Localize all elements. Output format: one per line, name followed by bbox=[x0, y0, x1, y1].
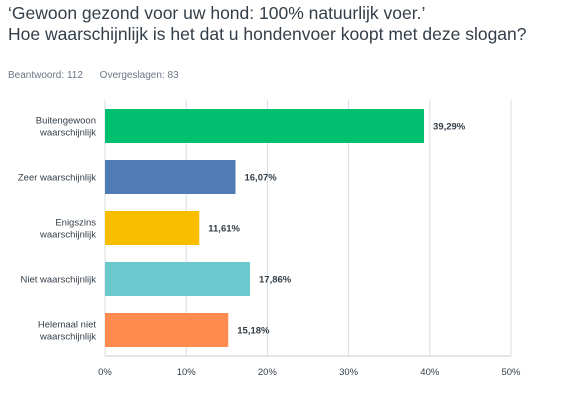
value-label-2: 11,61% bbox=[208, 224, 240, 235]
x-tick-label-4: 40% bbox=[420, 367, 440, 378]
bar-1[interactable] bbox=[105, 160, 236, 194]
x-tick-label-2: 20% bbox=[258, 367, 278, 378]
bar-2[interactable] bbox=[105, 211, 200, 245]
question-text: Hoe waarschijnlijk is het dat u hondenvo… bbox=[8, 24, 527, 44]
x-tick-label-3: 30% bbox=[339, 367, 359, 378]
question-title: ‘Gewoon gezond voor uw hond: 100% natuur… bbox=[8, 3, 558, 45]
answered-label: Beantwoord: bbox=[8, 70, 65, 81]
x-tick-label-5: 50% bbox=[501, 367, 521, 378]
category-label-2-line-0: Enigszins bbox=[55, 218, 96, 229]
value-label-3: 17,86% bbox=[259, 275, 292, 286]
category-label-2: Enigszins waarschijnlijk bbox=[39, 218, 96, 241]
category-label-4-line-1: waarschijnlijk bbox=[39, 332, 96, 343]
value-label-1: 16,07% bbox=[244, 173, 277, 184]
answered-stat: Beantwoord: 112 bbox=[8, 70, 86, 81]
value-label-4: 15,18% bbox=[237, 326, 270, 337]
bar-4[interactable] bbox=[105, 313, 229, 347]
category-label-0-line-1: waarschijnlijk bbox=[39, 128, 96, 139]
category-label-3-line-0: Niet waarschijnlijk bbox=[21, 275, 97, 286]
category-label-4-line-0: Helemaal niet bbox=[38, 320, 96, 331]
bar-3[interactable] bbox=[105, 262, 251, 296]
category-label-2-line-1: waarschijnlijk bbox=[39, 230, 96, 241]
response-stats: Beantwoord: 112 Overgeslagen: 83 bbox=[8, 70, 193, 81]
category-label-1-line-0: Zeer waarschijnlijk bbox=[18, 173, 96, 184]
question-slogan: ‘Gewoon gezond voor uw hond: 100% natuur… bbox=[8, 3, 426, 23]
x-tick-label-1: 10% bbox=[177, 367, 197, 378]
answered-value: 112 bbox=[66, 70, 83, 81]
skipped-value: 83 bbox=[167, 70, 179, 81]
bar-0[interactable] bbox=[105, 109, 425, 143]
x-tick-label-0: 0% bbox=[98, 367, 112, 378]
skipped-stat: Overgeslagen: 83 bbox=[100, 70, 179, 81]
skipped-label: Overgeslagen: bbox=[99, 70, 165, 81]
category-label-3: Niet waarschijnlijk bbox=[21, 275, 97, 286]
value-label-0: 39,29% bbox=[433, 122, 466, 133]
category-label-1: Zeer waarschijnlijk bbox=[18, 173, 96, 184]
category-label-0: Buitengewoon waarschijnlijk bbox=[36, 116, 96, 139]
category-label-0-line-0: Buitengewoon bbox=[36, 116, 96, 127]
category-label-4: Helemaal niet waarschijnlijk bbox=[38, 320, 96, 343]
